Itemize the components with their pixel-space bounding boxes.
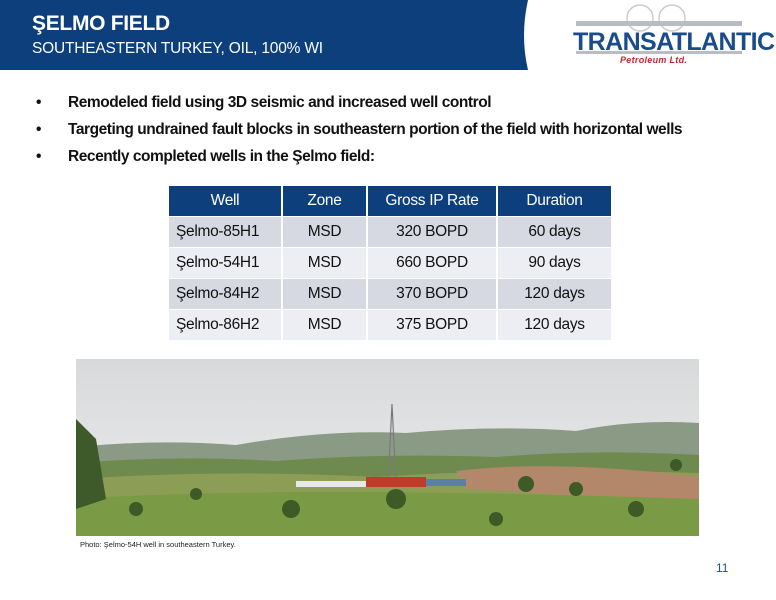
slide-title: ŞELMO FIELD — [32, 12, 170, 35]
table-cell: 120 days — [497, 278, 613, 310]
table-cell: Şelmo-54H1 — [169, 247, 283, 279]
column-header: Zone — [282, 186, 368, 217]
column-header: Duration — [497, 186, 613, 217]
logo-name: TRANSATLANTIC — [573, 28, 775, 56]
bullet: Recently completed wells in the Şelmo fi… — [32, 148, 682, 175]
table-row: Şelmo-84H2 MSD 370 BOPD 120 days — [169, 278, 613, 310]
page-number: 11 — [716, 561, 729, 575]
table-cell: 370 BOPD — [367, 278, 498, 310]
column-header: Gross IP Rate — [367, 186, 498, 217]
table-row: Şelmo-54H1 MSD 660 BOPD 90 days — [169, 247, 613, 279]
table-cell: 375 BOPD — [367, 309, 498, 340]
logo-tagline: Petroleum Ltd. — [620, 55, 688, 65]
table-cell: 90 days — [497, 247, 613, 279]
bullet: Targeting undrained fault blocks in sout… — [32, 121, 683, 148]
bullet: Remodeled field using 3D seismic and inc… — [32, 94, 682, 121]
column-header: Well — [169, 186, 283, 217]
table-cell: 120 days — [497, 309, 613, 340]
table-cell: MSD — [282, 278, 368, 310]
bullet-list: Remodeled field using 3D seismic and inc… — [32, 94, 683, 175]
table-cell: 60 days — [497, 216, 613, 248]
slide-subtitle: SOUTHEASTERN TURKEY, OIL, 100% WI — [32, 40, 323, 57]
table-cell: MSD — [282, 247, 368, 279]
table-cell: 320 BOPD — [367, 216, 498, 248]
header-band — [0, 0, 742, 70]
table-cell: MSD — [282, 309, 368, 340]
photo — [76, 359, 699, 536]
table-cell: Şelmo-84H2 — [169, 278, 283, 310]
photo-caption: Photo: Şelmo-54H well in southeastern Tu… — [80, 540, 236, 549]
table-cell: Şelmo-86H2 — [169, 309, 283, 340]
table-row: Şelmo-85H1 MSD 320 BOPD 60 days — [169, 216, 613, 248]
table-cell: Şelmo-85H1 — [169, 216, 283, 248]
table-cell: 660 BOPD — [367, 247, 498, 279]
table-cell: MSD — [282, 216, 368, 248]
table-row: Şelmo-86H2 MSD 375 BOPD 120 days — [169, 309, 613, 340]
wells-table: Well Zone Gross IP Rate Duration Şelmo-85H1… — [169, 186, 613, 340]
